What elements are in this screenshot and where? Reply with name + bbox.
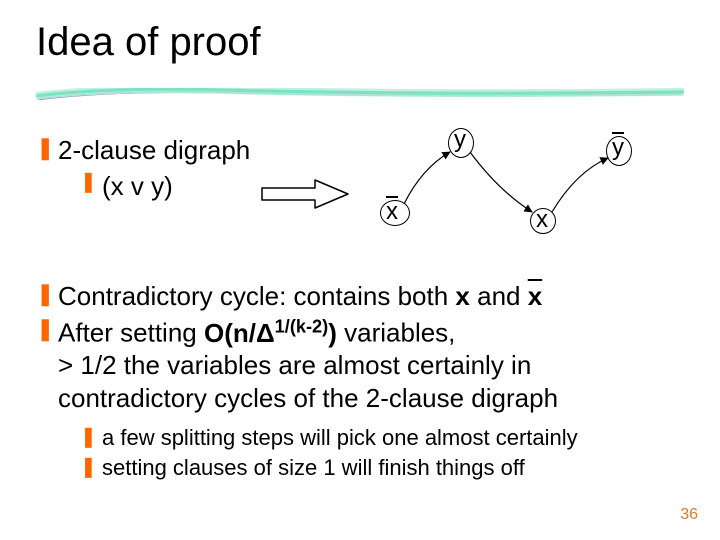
bullet-icon: ❚ [36, 280, 58, 308]
title-underline [36, 88, 684, 102]
bullet-contradictory-cycle: ❚Contradictory cycle: contains both x an… [36, 280, 686, 313]
text: a few splitting steps will pick one almo… [102, 425, 578, 450]
page-title: Idea of proof [36, 20, 261, 65]
node-y-label: y [454, 126, 466, 154]
node-x-label: x [536, 206, 548, 234]
bullet-text: 2-clause digraph [58, 135, 250, 165]
subbullet-size1: ❚setting clauses of size 1 will finish t… [80, 454, 680, 483]
text: and [470, 281, 528, 311]
text: contradictory cycles of the 2-clause dig… [58, 383, 558, 413]
slide-number: 36 [680, 506, 698, 524]
implication-graph: y y x x [370, 120, 670, 250]
slide: Idea of proof ❚2-clause digraph ❚(x v y) [0, 0, 720, 540]
x-var: x [455, 281, 469, 311]
bullet-icon: ❚ [80, 424, 102, 450]
bullet-icon: ❚ [36, 315, 58, 343]
bigO: O(n/Δ1/(k-2)) [204, 318, 337, 348]
subbullet-clause: ❚(x v y) [80, 170, 173, 203]
text: After setting [58, 318, 204, 348]
bullet-icon: ❚ [80, 454, 102, 480]
bullet-after-setting: ❚After setting O(n/Δ1/(k-2)) variables, … [36, 315, 686, 414]
bullet-icon: ❚ [36, 134, 58, 162]
xbar-var: x [528, 281, 542, 311]
implies-arrow-icon [260, 178, 350, 210]
bullet-icon: ❚ [80, 170, 102, 195]
text: Contradictory cycle: contains both [58, 281, 455, 311]
text: setting clauses of size 1 will finish th… [102, 455, 525, 480]
bullet-2clause-digraph: ❚2-clause digraph [36, 134, 250, 167]
subbullet-splitting: ❚a few splitting steps will pick one alm… [80, 424, 680, 453]
bullet-text: (x v y) [102, 171, 173, 201]
text: variables, [337, 318, 456, 348]
node-ybar-label: y [612, 134, 624, 162]
text: > 1/2 the variables are almost certainly… [58, 350, 531, 380]
node-xbar-label: x [386, 198, 398, 226]
